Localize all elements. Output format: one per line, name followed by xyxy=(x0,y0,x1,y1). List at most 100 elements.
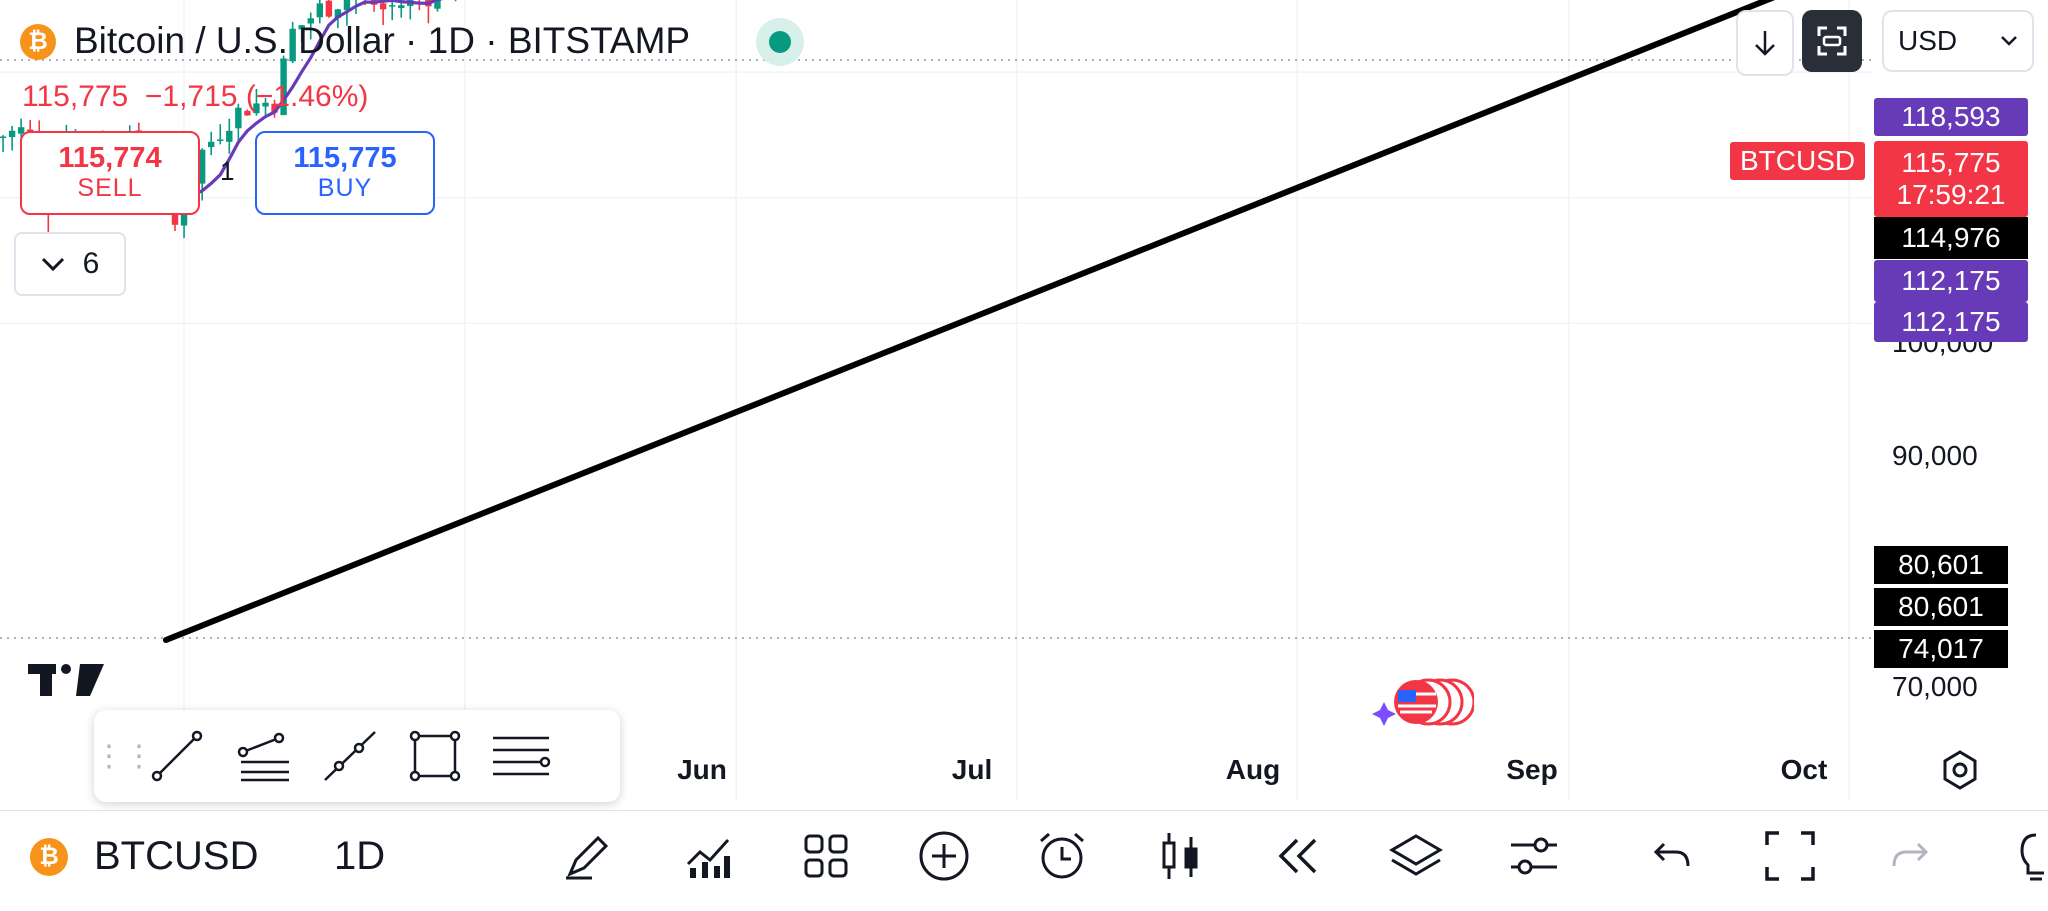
bitcoin-icon: ₿ xyxy=(20,24,56,60)
trend-line-icon xyxy=(151,730,203,782)
candle-body xyxy=(343,0,351,11)
layouts-button[interactable] xyxy=(798,828,854,884)
parallel-channel-tool[interactable] xyxy=(478,713,564,799)
buy-button[interactable]: 115,775 BUY xyxy=(255,131,435,215)
candle-body xyxy=(253,103,260,114)
indicators-count: 6 xyxy=(82,247,100,280)
candle-body xyxy=(262,102,269,107)
drawing-tools-button[interactable] xyxy=(560,828,616,884)
buy-label: BUY xyxy=(317,174,373,203)
undo-button[interactable] xyxy=(1644,828,1700,884)
y-tick-70000: 70,000 xyxy=(1892,671,1978,702)
candle-body xyxy=(379,3,387,10)
fullscreen-icon xyxy=(1817,26,1847,56)
sell-button[interactable]: 115,774 SELL xyxy=(20,131,200,215)
price-change: 115,775 −1,715 (−1.46%) xyxy=(22,80,368,114)
candle-body xyxy=(325,0,333,17)
ray-icon xyxy=(324,731,376,781)
candles-icon xyxy=(1162,833,1198,879)
x-tick-sep: Sep xyxy=(1506,754,1558,785)
add-button[interactable] xyxy=(916,828,972,884)
trend-line-tool[interactable] xyxy=(134,713,220,799)
candle-body xyxy=(17,127,25,134)
tradingview-logo xyxy=(28,664,104,696)
candle-body xyxy=(8,130,16,138)
change-percent: (−1.46%) xyxy=(245,80,369,113)
symbol-price-tag: BTCUSD xyxy=(1730,142,1866,180)
moving-average-line xyxy=(38,0,444,197)
last-price: 115,775 xyxy=(22,80,129,113)
y-tick-90000: 90,000 xyxy=(1892,440,1978,471)
candle-body xyxy=(226,130,233,142)
market-open-icon xyxy=(756,18,804,66)
chevron-down-icon xyxy=(2001,36,2017,46)
support-price-label-2: 112,175 xyxy=(1874,302,2028,342)
current-price-value: 115,775 xyxy=(1901,146,2001,178)
low-price-label: 80,601 xyxy=(1874,546,2008,584)
current-price-label: 115,775 17:59:21 xyxy=(1874,141,2028,217)
plus-circle-icon xyxy=(919,831,969,881)
indicators-button[interactable] xyxy=(680,828,736,884)
sliders-icon xyxy=(1511,837,1557,875)
undo-icon xyxy=(1653,842,1690,867)
indicators-icon xyxy=(686,838,730,878)
chart-title[interactable]: Bitcoin / U.S. Dollar · 1D · BITSTAMP xyxy=(74,20,691,61)
alert-button[interactable] xyxy=(1034,828,1090,884)
candle-body xyxy=(244,110,251,116)
fib-retracement-icon xyxy=(237,732,289,782)
scroll-to-latest-button[interactable] xyxy=(1736,10,1794,76)
indicators-toggle[interactable]: 6 xyxy=(14,232,126,296)
rewind-icon xyxy=(1278,838,1317,874)
candle-body xyxy=(235,107,242,129)
candle-body xyxy=(289,28,296,62)
fib-retracement-tool[interactable] xyxy=(220,713,306,799)
drawing-toolbar[interactable]: ⋮⋮ xyxy=(94,710,620,802)
candle-body xyxy=(298,25,305,30)
x-tick-aug: Aug xyxy=(1225,754,1281,785)
candle-body xyxy=(307,18,314,24)
fullscreen-button[interactable] xyxy=(1802,10,1862,72)
low-price-label-3: 74,017 xyxy=(1874,630,2008,668)
pen-icon xyxy=(566,835,609,880)
trendline xyxy=(162,0,1776,643)
alarm-clock-icon xyxy=(1040,832,1084,879)
drag-handle-icon[interactable]: ⋮⋮ xyxy=(94,739,154,773)
candle-body xyxy=(271,103,278,113)
chart-settings-icon[interactable] xyxy=(1938,748,1982,792)
rectangle-icon xyxy=(409,730,461,782)
timeframe-selector[interactable]: 1D xyxy=(334,834,386,878)
parallel-channel-icon xyxy=(493,736,551,776)
candle-body xyxy=(0,136,7,138)
lightbulb-icon xyxy=(2020,833,2044,881)
order-quantity[interactable]: 1 xyxy=(220,156,235,186)
object-tree-button[interactable] xyxy=(1388,828,1444,884)
grid-icon xyxy=(804,834,848,878)
economic-event-icon[interactable] xyxy=(1370,672,1474,732)
symbol-selector[interactable]: BTCUSD xyxy=(94,834,259,878)
x-tick-jun: Jun xyxy=(677,754,727,785)
settings-button[interactable] xyxy=(1506,828,1562,884)
bitcoin-icon: ₿ xyxy=(30,838,68,876)
candle-body xyxy=(398,5,405,9)
ray-tool[interactable] xyxy=(306,713,392,799)
bottom-toolbar xyxy=(0,810,2048,911)
expand-icon xyxy=(1765,831,1815,881)
candle-body xyxy=(198,149,206,184)
currency-value: USD xyxy=(1898,25,1958,56)
x-tick-jul: Jul xyxy=(951,754,993,785)
bar-countdown: 17:59:21 xyxy=(1896,179,2006,210)
currency-select[interactable]: USD xyxy=(1882,10,2034,72)
candle-body xyxy=(180,209,188,226)
buy-price: 115,775 xyxy=(293,142,397,175)
rectangle-tool[interactable] xyxy=(392,713,478,799)
replay-button[interactable] xyxy=(1270,828,1326,884)
candle-body xyxy=(217,139,224,141)
fullscreen-toggle-button[interactable] xyxy=(1762,828,1818,884)
candle-body xyxy=(389,5,396,7)
crosshair-price-label: 114,976 xyxy=(1874,217,2028,259)
chart-type-button[interactable] xyxy=(1152,828,1208,884)
candle-body xyxy=(334,9,342,18)
ideas-button[interactable] xyxy=(1992,828,2048,884)
x-tick-oct: Oct xyxy=(1780,754,1828,785)
redo-button[interactable] xyxy=(1882,828,1938,884)
